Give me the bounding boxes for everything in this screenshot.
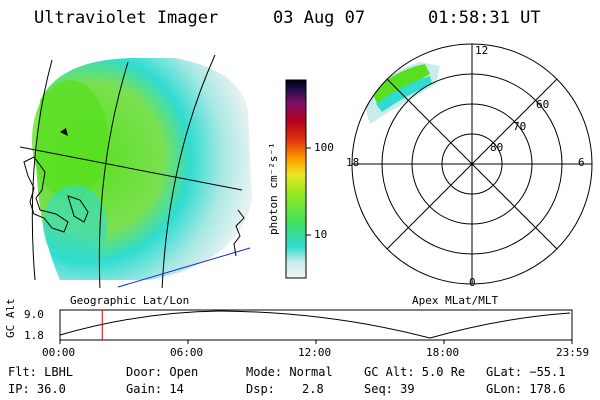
time-label-1200: 12:00 <box>298 346 332 359</box>
date-label: 03 Aug 07 <box>273 8 366 28</box>
mlt-label-0: 0 <box>469 276 476 289</box>
status-glat: GLat: −55.1 <box>486 365 566 379</box>
altitude-min: 1.8 <box>24 329 44 342</box>
mlt-line-diag <box>386 78 558 250</box>
status-filter: Flt: LBHL <box>8 365 74 379</box>
instrument-title: Ultraviolet Imager <box>34 8 219 28</box>
altitude-axis-label: GC Alt <box>4 298 17 338</box>
coastline <box>23 156 69 233</box>
parallel-line <box>20 146 243 191</box>
status-glon: GLon: 178.6 <box>486 382 566 396</box>
status-gain: Gain: 14 <box>126 382 184 396</box>
coastline <box>67 195 89 223</box>
colorbar-label-10: 10 <box>314 228 328 241</box>
status-seq: Seq: 39 <box>364 382 415 396</box>
parallel-line-blue <box>117 247 251 288</box>
colorbar <box>285 79 311 279</box>
status-dsp-label: Dsp: <box>246 382 275 396</box>
mlt-label-6: 6 <box>578 156 585 169</box>
colorbar-scale <box>285 79 307 279</box>
altitude-plot <box>59 309 573 344</box>
mlt-label-12: 12 <box>475 44 489 57</box>
time-label-0000: 00:00 <box>42 346 76 359</box>
status-mode: Mode: Normal <box>246 365 333 379</box>
lat-label-60: 60 <box>536 98 550 111</box>
mid-emission <box>43 185 107 265</box>
coast-island <box>60 128 68 136</box>
time-label-0600: 06:00 <box>170 346 204 359</box>
status-door: Door: Open <box>126 365 199 379</box>
bright-emission <box>32 80 108 200</box>
status-ip: IP: 36.0 <box>8 382 66 396</box>
mlt-label-18: 18 <box>346 156 360 169</box>
altitude-frame <box>59 309 573 341</box>
lat-label-70: 70 <box>513 120 527 133</box>
coastline <box>233 209 245 257</box>
colorbar-units: photon cm⁻²s⁻¹ <box>267 142 280 235</box>
status-dsp-value: 2.8 <box>302 382 324 396</box>
time-label: 01:58:31 UT <box>428 8 541 28</box>
geographic-image <box>20 54 252 288</box>
time-label-1800: 18:00 <box>426 346 460 359</box>
meridian-line <box>98 61 129 288</box>
polar-plot <box>351 43 593 285</box>
polar-emission-bright <box>372 64 430 106</box>
time-label-2359: 23:59 <box>556 346 590 359</box>
meridian-line <box>161 54 216 288</box>
lat-label-80: 80 <box>490 141 504 154</box>
altitude-max: 9.0 <box>24 308 44 321</box>
colorbar-label-100: 100 <box>314 141 334 154</box>
polar-caption: Apex MLat/MLT <box>412 294 499 307</box>
status-gc-alt: GC Alt: 5.0 Re <box>364 365 466 379</box>
meridian-line <box>31 59 53 281</box>
geo-caption: Geographic Lat/Lon <box>70 294 190 307</box>
polar-emission-mid <box>376 76 432 112</box>
altitude-curve <box>59 310 571 339</box>
